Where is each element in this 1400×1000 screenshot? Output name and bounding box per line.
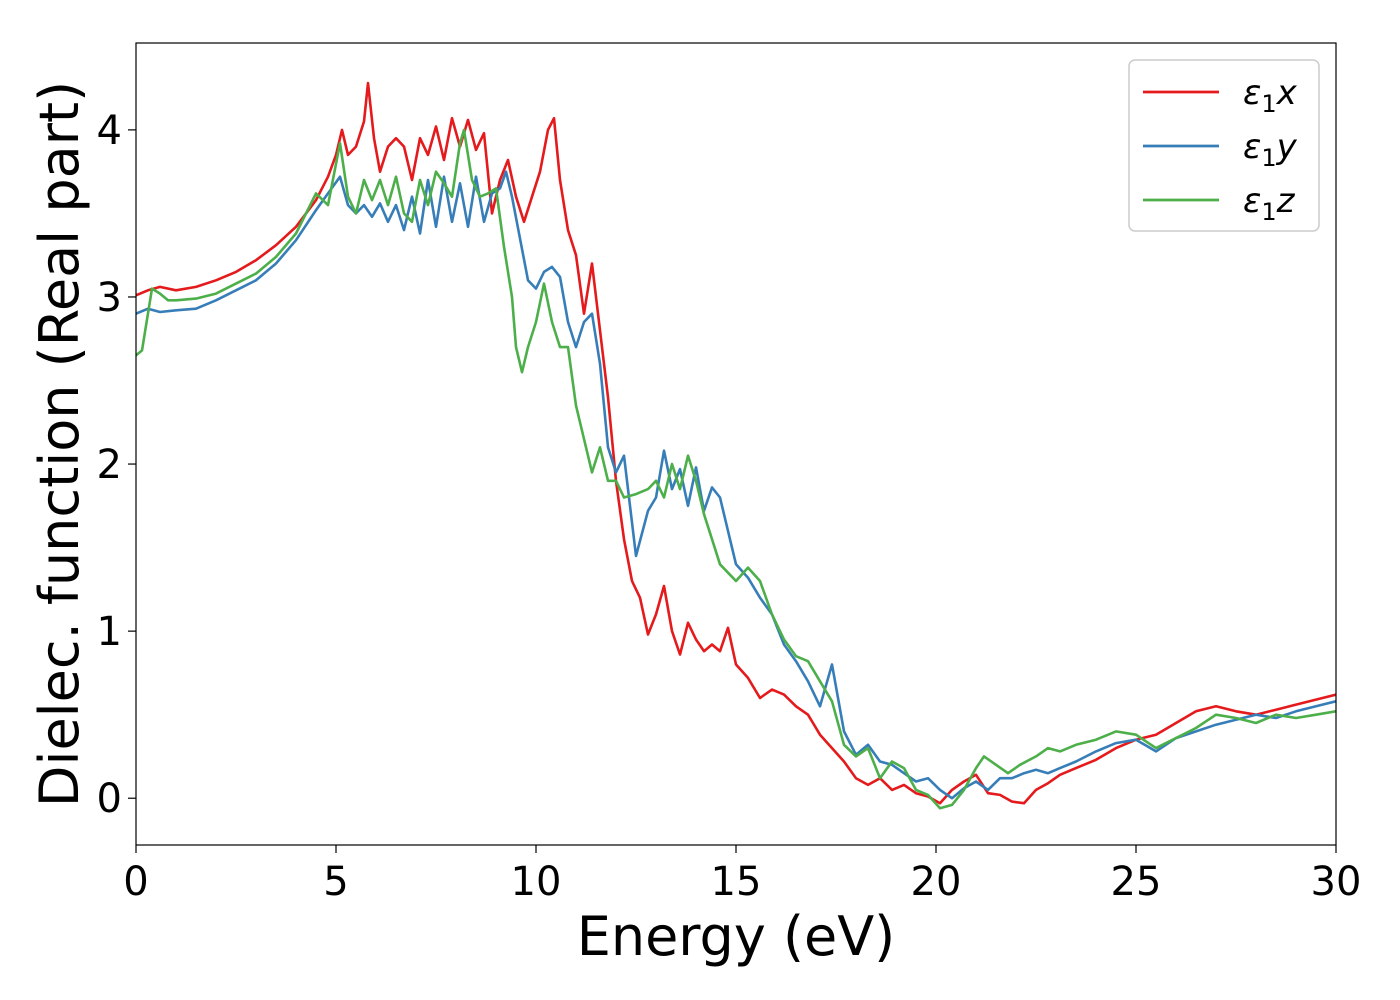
x-tick-label: 10 (511, 859, 562, 905)
x-tick-label: 20 (911, 859, 962, 905)
x-axis-title: Energy (eV) (577, 905, 896, 968)
legend-label-x: ε1x (1243, 73, 1298, 118)
y-tick-label: 3 (97, 275, 122, 321)
legend-box (1128, 59, 1320, 232)
x-tick-label: 0 (123, 859, 148, 905)
y-tick-label: 0 (97, 776, 122, 822)
x-tick-label: 25 (1111, 859, 1162, 905)
y-tick-label: 2 (97, 442, 122, 488)
x-tick-label: 5 (323, 859, 348, 905)
legend: ε1x ε1y ε1z (1128, 59, 1320, 232)
x-tick-label: 30 (1311, 859, 1362, 905)
x-tick-label: 15 (711, 859, 762, 905)
series-line-y (136, 170, 1336, 800)
series-line-z (136, 128, 1336, 810)
series-line-x (136, 81, 1336, 805)
y-axis-title: Dielec. function (Real part) (28, 81, 91, 807)
y-axis-ticks: 0 1 2 3 4 (97, 108, 136, 822)
y-tick-label: 1 (97, 609, 122, 655)
series-layer (136, 81, 1336, 810)
y-tick-label: 4 (97, 108, 122, 154)
legend-label-y: ε1y (1243, 127, 1298, 172)
legend-label-z: ε1z (1243, 181, 1296, 226)
x-axis-ticks: 0 5 10 15 20 25 30 (123, 845, 1361, 905)
